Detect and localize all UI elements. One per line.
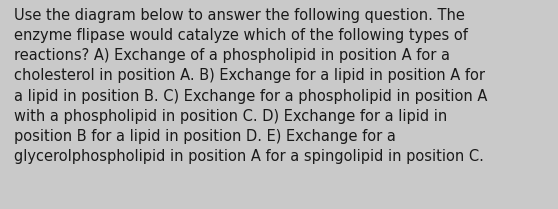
Text: Use the diagram below to answer the following question. The
enzyme flipase would: Use the diagram below to answer the foll…: [14, 8, 487, 164]
